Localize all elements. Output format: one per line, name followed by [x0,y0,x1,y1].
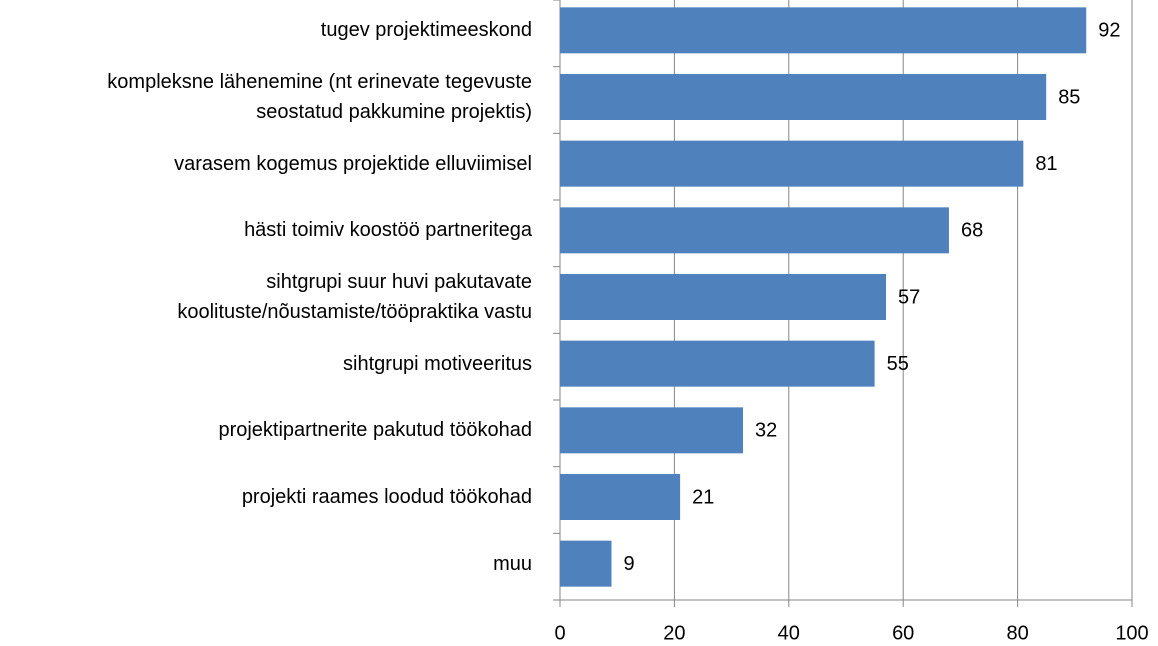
x-tick-label: 0 [554,622,565,644]
bar [560,407,744,454]
value-label: 92 [1098,20,1120,42]
value-label: 9 [623,553,634,575]
x-tick-label: 100 [1115,622,1148,644]
value-label: 81 [1035,153,1057,175]
x-tick-label: 60 [892,622,914,644]
bar [560,540,612,587]
value-label: 85 [1058,86,1080,108]
y-tick-label: hästi toimiv koostöö partneritega [244,219,532,242]
y-tick-label: sihtgrupi suur huvi pakutavate koolitust… [177,271,532,323]
value-label: 68 [961,220,983,242]
value-label: 57 [898,286,920,308]
bar [560,274,887,320]
value-label: 55 [887,353,909,375]
y-tick-label: projekti raames loodud töökohad [241,486,532,508]
value-label: 32 [755,420,777,442]
y-tick-label: sihtgrupi motiveeritus [343,352,532,375]
y-tick-label: tugev projektimeeskond [320,19,532,42]
bar [560,7,1087,54]
x-tick-label: 80 [1006,622,1028,644]
y-tick-label: muu [493,552,532,575]
x-tick-label: 40 [778,622,800,644]
bar [560,74,1047,120]
x-tick-label: 20 [663,622,685,644]
bar [560,474,681,520]
y-tick-label: varasem kogemus projektide elluviimisel [174,152,532,175]
bar [560,340,875,387]
bar [560,207,949,254]
bar [560,140,1024,187]
y-tick-label: kompleksne lähenemine (nt erinevate tege… [107,71,532,123]
y-tick-label: projektipartnerite pakutud töökohad [218,419,532,442]
value-label: 21 [692,486,714,508]
